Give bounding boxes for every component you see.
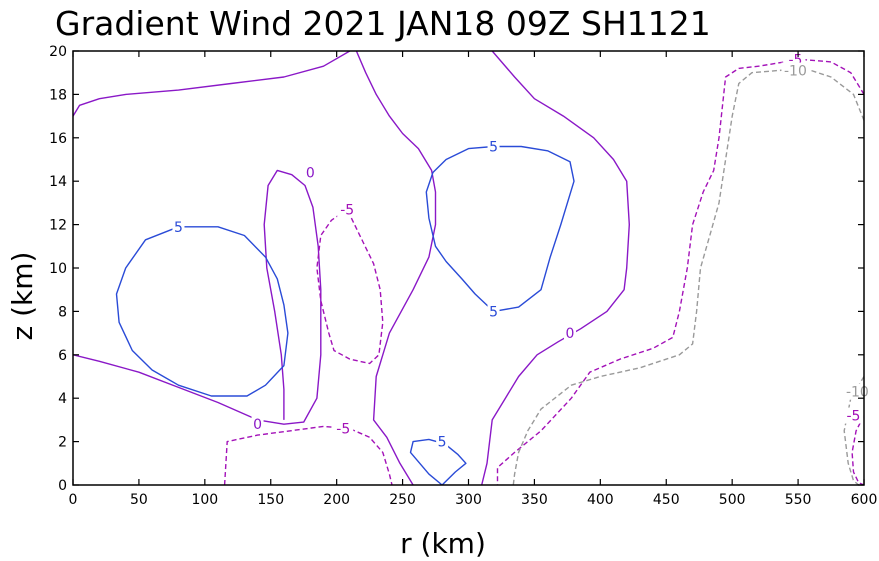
y-tick-label-1: 2 bbox=[58, 435, 67, 451]
y-tick-label-9: 18 bbox=[49, 87, 67, 103]
y-tick-label-2: 4 bbox=[58, 391, 67, 407]
contour-label-bg-8 bbox=[333, 420, 354, 437]
y-tick-label-7: 14 bbox=[49, 174, 67, 190]
contour-line-12 bbox=[843, 376, 864, 485]
contour-line-4 bbox=[115, 226, 289, 397]
contour-line-8 bbox=[316, 208, 384, 365]
contour-label-bg-1 bbox=[487, 138, 500, 155]
contour-label-7: -5 bbox=[340, 202, 354, 218]
contour-label-8: -5 bbox=[336, 422, 350, 438]
contour-line-3 bbox=[355, 51, 437, 485]
contour-label-bg-5 bbox=[251, 416, 264, 433]
y-tick-label-0: 0 bbox=[58, 478, 67, 494]
x-tick-label-5: 250 bbox=[389, 492, 416, 508]
contour-line-9 bbox=[496, 59, 864, 485]
x-tick-label-10: 500 bbox=[719, 492, 746, 508]
y-tick-label-3: 6 bbox=[58, 348, 67, 364]
contour-label-12: -10 bbox=[846, 385, 869, 401]
contour-label-2: 5 bbox=[489, 304, 498, 320]
contour-label-6: 0 bbox=[566, 326, 575, 342]
x-tick-label-11: 550 bbox=[785, 492, 812, 508]
contour-label-10: -5 bbox=[846, 409, 860, 425]
contour-label-bg-10 bbox=[843, 407, 864, 424]
contour-label-bg-11 bbox=[781, 62, 810, 79]
x-tick-label-3: 150 bbox=[257, 492, 284, 508]
contour-line-11 bbox=[512, 67, 864, 485]
y-tick-label-8: 16 bbox=[49, 131, 67, 147]
contour-label-bg-7 bbox=[337, 201, 358, 218]
contour-label-4: 0 bbox=[306, 166, 315, 182]
contour-label-bg-3 bbox=[436, 433, 449, 450]
contour-label-0: 5 bbox=[174, 220, 183, 236]
y-tick-label-5: 10 bbox=[49, 261, 67, 277]
contour-label-bg-0 bbox=[172, 218, 185, 235]
y-tick-label-6: 12 bbox=[49, 218, 67, 234]
contour-group bbox=[73, 51, 864, 485]
contour-label-11: -10 bbox=[784, 64, 807, 80]
contour-label-3: 5 bbox=[438, 435, 447, 451]
contour-line-5 bbox=[425, 145, 575, 313]
contour-line-2 bbox=[481, 51, 630, 485]
x-tick-label-2: 100 bbox=[191, 492, 218, 508]
x-tick-label-7: 350 bbox=[521, 492, 548, 508]
contour-label-1: 5 bbox=[489, 139, 498, 155]
x-tick-label-9: 450 bbox=[653, 492, 680, 508]
x-tick-label-8: 400 bbox=[587, 492, 614, 508]
x-axis-label: r (km) bbox=[400, 527, 486, 560]
contour-line-10 bbox=[851, 415, 864, 485]
chart-title: Gradient Wind 2021 JAN18 09Z SH1121 bbox=[55, 4, 711, 43]
x-tick-label-0: 0 bbox=[69, 492, 78, 508]
contour-label-bg-2 bbox=[487, 303, 500, 320]
contour-line-7 bbox=[223, 425, 393, 485]
contour-line-0 bbox=[73, 51, 351, 117]
y-axis-label: z (km) bbox=[6, 252, 39, 341]
x-tick-label-1: 50 bbox=[130, 492, 148, 508]
contour-label-5: 0 bbox=[253, 417, 262, 433]
x-tick-label-12: 600 bbox=[851, 492, 878, 508]
contour-label-bg-4 bbox=[304, 164, 317, 181]
y-tick-label-10: 20 bbox=[49, 44, 67, 60]
plot-frame bbox=[72, 50, 865, 486]
y-tick-label-4: 8 bbox=[58, 304, 67, 320]
x-tick-label-6: 300 bbox=[455, 492, 482, 508]
contour-label-bg-6 bbox=[564, 325, 577, 342]
contour-line-1 bbox=[73, 169, 322, 425]
x-tick-label-4: 200 bbox=[323, 492, 350, 508]
